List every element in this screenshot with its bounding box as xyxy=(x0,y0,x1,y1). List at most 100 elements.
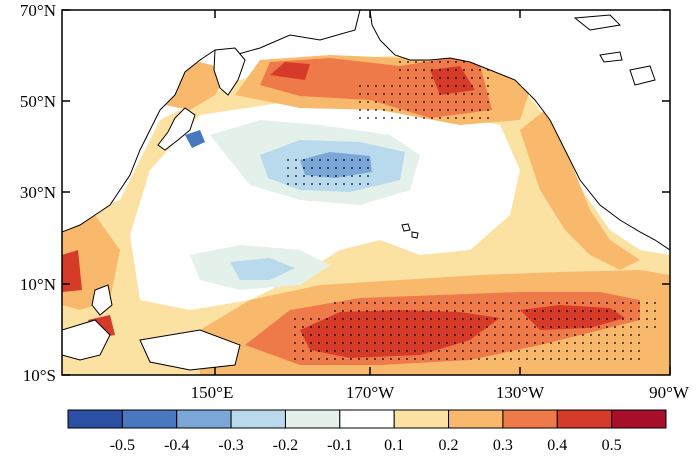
stipple-dot xyxy=(415,61,417,63)
stipple-dot xyxy=(407,109,409,111)
stipple-dot xyxy=(582,358,584,360)
stipple-dot xyxy=(502,310,504,312)
stipple-dot xyxy=(558,358,560,360)
stipple-dot xyxy=(502,358,504,360)
colorbar-swatch xyxy=(393,409,450,429)
stipple-dot xyxy=(374,358,376,360)
stipple-dot xyxy=(510,310,512,312)
stipple-dot xyxy=(319,183,321,185)
stipple-dot xyxy=(550,342,552,344)
stipple-dot xyxy=(438,350,440,352)
stipple-dot xyxy=(366,302,368,304)
land-new-guinea xyxy=(139,329,241,371)
stipple-dot xyxy=(375,85,377,87)
stipple-dot xyxy=(455,93,457,95)
stipple-dot xyxy=(422,302,424,304)
stipple-dot xyxy=(359,167,361,169)
stipple-dot xyxy=(534,350,536,352)
stipple-dot xyxy=(350,350,352,352)
stipple-dot xyxy=(550,358,552,360)
stipple-dot xyxy=(431,85,433,87)
stipple-dot xyxy=(486,310,488,312)
stipple-dot xyxy=(462,310,464,312)
colorbar-label: -0.5 xyxy=(110,437,135,454)
stipple-dot xyxy=(566,318,568,320)
stipple-dot xyxy=(470,310,472,312)
stipple-dot xyxy=(446,358,448,360)
stipple-dot xyxy=(630,318,632,320)
stipple-dot xyxy=(646,318,648,320)
stipple-dot xyxy=(390,334,392,336)
stipple-dot xyxy=(302,334,304,336)
stipple-dot xyxy=(558,302,560,304)
stipple-dot xyxy=(574,302,576,304)
stipple-dot xyxy=(463,77,465,79)
stipple-dot xyxy=(566,310,568,312)
stipple-dot xyxy=(303,175,305,177)
stipple-dot xyxy=(446,326,448,328)
stipple-dot xyxy=(550,326,552,328)
stipple-dot xyxy=(630,358,632,360)
stipple-dot xyxy=(295,175,297,177)
stipple-dot xyxy=(438,318,440,320)
stipple-dot xyxy=(542,318,544,320)
stipple-dot xyxy=(526,302,528,304)
anomaly-region-kuroshio-blue xyxy=(300,152,372,178)
stipple-dot xyxy=(319,175,321,177)
stipple-dot xyxy=(486,318,488,320)
stipple-dot xyxy=(478,350,480,352)
stipple-dot xyxy=(487,101,489,103)
stipple-dot xyxy=(366,358,368,360)
stipple-dot xyxy=(454,302,456,304)
stipple-dot xyxy=(367,109,369,111)
colorbar-swatch xyxy=(611,409,667,429)
stipple-dot xyxy=(374,326,376,328)
stipple-dot xyxy=(326,342,328,344)
stipple-dot xyxy=(350,358,352,360)
stipple-dot xyxy=(462,326,464,328)
stipple-dot xyxy=(359,175,361,177)
stipple-dot xyxy=(366,310,368,312)
stipple-dot xyxy=(334,350,336,352)
stipple-dot xyxy=(566,350,568,352)
stipple-dot xyxy=(374,350,376,352)
colorbar-swatch xyxy=(556,409,613,429)
stipple-dot xyxy=(439,61,441,63)
stipple-dot xyxy=(566,326,568,328)
stipple-dot xyxy=(430,302,432,304)
stipple-dot xyxy=(334,302,336,304)
stipple-dot xyxy=(446,350,448,352)
stipple-dot xyxy=(598,326,600,328)
stipple-dot xyxy=(367,117,369,119)
stipple-dot xyxy=(351,159,353,161)
stipple-dot xyxy=(366,334,368,336)
stipple-dot xyxy=(606,326,608,328)
stipple-dot xyxy=(350,302,352,304)
stipple-dot xyxy=(487,117,489,119)
stipple-dot xyxy=(582,310,584,312)
stipple-dot xyxy=(295,183,297,185)
stipple-dot xyxy=(287,167,289,169)
stipple-dot xyxy=(383,85,385,87)
stipple-dot xyxy=(399,85,401,87)
stipple-dot xyxy=(622,326,624,328)
stipple-dot xyxy=(439,93,441,95)
stipple-dot xyxy=(415,109,417,111)
stipple-dot xyxy=(518,318,520,320)
stipple-dot xyxy=(574,310,576,312)
stipple-dot xyxy=(510,318,512,320)
stipple-dot xyxy=(471,93,473,95)
stipple-dot xyxy=(494,350,496,352)
stipple-dot xyxy=(526,326,528,328)
colorbar-swatch xyxy=(502,409,558,429)
stipple-dot xyxy=(598,334,600,336)
stipple-dot xyxy=(447,93,449,95)
stipple-dot xyxy=(350,318,352,320)
stipple-dot xyxy=(510,326,512,328)
stipple-dot xyxy=(287,183,289,185)
stipple-dot xyxy=(406,350,408,352)
stipple-dot xyxy=(447,77,449,79)
stipple-dot xyxy=(510,350,512,352)
stipple-dot xyxy=(439,85,441,87)
stipple-dot xyxy=(407,117,409,119)
